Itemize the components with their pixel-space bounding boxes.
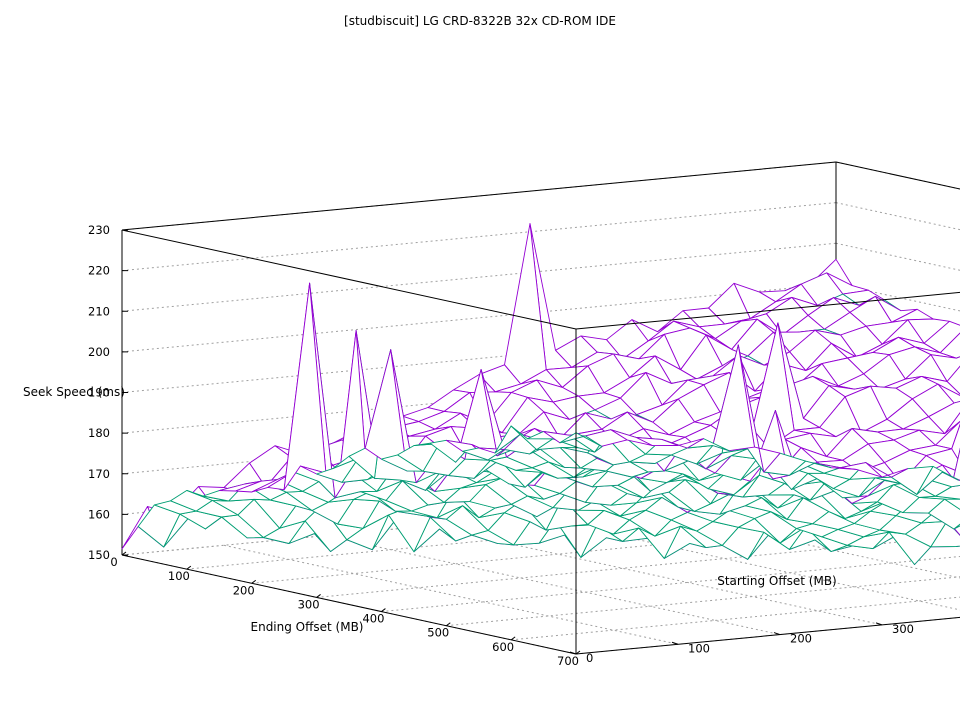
x-tick xyxy=(251,579,257,584)
y-tick xyxy=(671,641,679,645)
x-tick-label: 600 xyxy=(492,640,514,654)
z-tick-label: 170 xyxy=(88,467,110,481)
y-tick-label: 100 xyxy=(688,641,710,655)
z-axis-label: Seek Speed (ms) xyxy=(23,385,125,399)
surface-mesh xyxy=(121,223,960,565)
surface-cell xyxy=(951,447,960,488)
x-tick-label: 100 xyxy=(168,569,190,583)
y-axis-line xyxy=(575,616,960,655)
z-tick-label: 200 xyxy=(88,345,110,359)
grid-line-y xyxy=(325,535,781,636)
x-axis-label: Ending Offset (MB) xyxy=(251,620,364,634)
box-edge xyxy=(121,229,577,330)
y-axis-label: Starting Offset (MB) xyxy=(717,574,837,588)
grid-line-x xyxy=(446,576,960,627)
x-tick-label: 300 xyxy=(298,597,320,611)
y-tick xyxy=(875,622,883,626)
x-tick-label: 400 xyxy=(362,612,384,626)
chart-title: [studbiscuit] LG CRD-8322B 32x CD-ROM ID… xyxy=(344,14,616,28)
surface-cell xyxy=(559,432,602,447)
box-front-edges xyxy=(121,229,960,655)
y-tick xyxy=(773,632,781,636)
x-tick-label: 500 xyxy=(427,626,449,640)
grid-line-x xyxy=(575,616,960,655)
surface-cell xyxy=(951,423,960,464)
x-tick xyxy=(186,565,192,570)
grid-line-z xyxy=(835,161,960,190)
box-edge xyxy=(835,161,960,190)
x-tick xyxy=(575,650,581,655)
box-edge xyxy=(121,161,837,231)
x-tick-label: 200 xyxy=(233,583,255,597)
y-tick xyxy=(569,651,577,655)
x-tick-label: 0 xyxy=(110,555,117,569)
z-tick-label: 160 xyxy=(88,507,110,521)
grid-line-z xyxy=(121,202,837,272)
y-tick-label: 200 xyxy=(790,632,812,646)
x-tick xyxy=(316,594,321,598)
y-tick-label: 300 xyxy=(892,622,914,636)
box-edge xyxy=(575,291,960,330)
z-tick-label: 210 xyxy=(88,304,110,318)
x-tick xyxy=(445,622,451,627)
x-tick-label: 700 xyxy=(557,654,579,668)
x-tick xyxy=(381,608,386,612)
axis-ticks: 0100200300400500600700010020030040050060… xyxy=(88,223,914,668)
x-axis-line xyxy=(121,554,577,655)
z-tick-label: 150 xyxy=(88,548,110,562)
x-tick xyxy=(510,636,516,641)
z-tick-label: 230 xyxy=(88,223,110,237)
y-tick-label: 0 xyxy=(586,651,593,665)
z-tick-label: 180 xyxy=(88,426,110,440)
z-tick-label: 190 xyxy=(88,386,110,400)
z-tick-label: 220 xyxy=(88,264,110,278)
